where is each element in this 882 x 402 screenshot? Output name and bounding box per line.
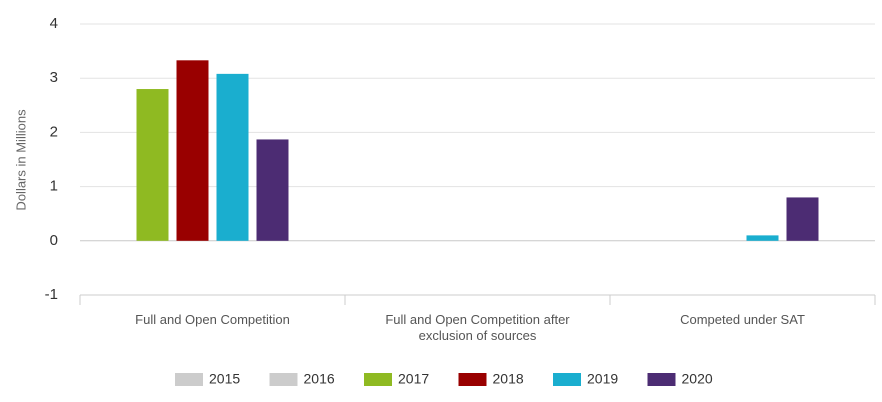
- legend-label: 2015: [209, 371, 240, 387]
- bar: [256, 139, 289, 241]
- bar: [136, 89, 169, 241]
- legend-swatch: [458, 373, 487, 386]
- bar: [786, 197, 819, 241]
- y-tick-label: 2: [50, 123, 58, 140]
- legend-swatch: [269, 373, 298, 386]
- legend-swatch: [647, 373, 676, 386]
- y-tick-label: 1: [50, 178, 58, 195]
- x-tick-label: Full and Open Competition after exclusio…: [385, 312, 570, 343]
- legend-label: 2018: [493, 371, 524, 387]
- bar: [746, 235, 779, 241]
- y-tick-label: 4: [50, 15, 58, 32]
- y-axis-label: Dollars in Millions: [13, 109, 28, 211]
- y-tick-label: -1: [45, 286, 58, 303]
- x-tick-label: Competed under SAT: [680, 312, 805, 327]
- y-tick-label: 0: [50, 232, 58, 249]
- x-tick-label: Full and Open Competition: [135, 312, 290, 327]
- bar: [176, 60, 209, 241]
- bar: [216, 73, 249, 241]
- legend-label: 2019: [587, 371, 618, 387]
- legend-label: 2017: [398, 371, 429, 387]
- y-tick-label: 3: [50, 69, 58, 86]
- legend-swatch: [553, 373, 581, 386]
- legend-label: 2020: [682, 371, 713, 387]
- legend-swatch: [175, 373, 203, 386]
- legend-label: 2016: [304, 371, 335, 387]
- legend-swatch: [364, 373, 392, 386]
